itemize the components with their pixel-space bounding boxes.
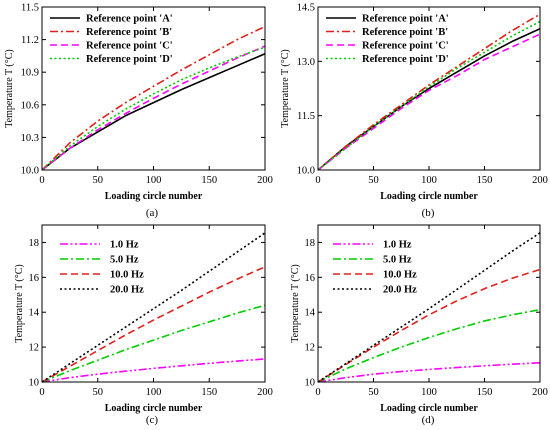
x-axis-title: Loading circle number bbox=[380, 403, 478, 414]
legend-label: Reference point 'B' bbox=[362, 27, 448, 38]
legend-label: Reference point 'A' bbox=[362, 14, 449, 25]
y-tick-label: 11.2 bbox=[21, 35, 39, 46]
legend-label: 1.0 Hz bbox=[110, 240, 139, 251]
series-line-0 bbox=[41, 358, 266, 383]
panel-caption: (b) bbox=[422, 207, 435, 219]
plot-frame bbox=[317, 224, 541, 383]
x-tick-label: 0 bbox=[39, 175, 44, 186]
series-line-1 bbox=[317, 13, 541, 171]
series-line-0 bbox=[41, 52, 266, 171]
legend-label: 1.0 Hz bbox=[383, 240, 412, 251]
legend-label: 5.0 Hz bbox=[383, 255, 412, 266]
plot-frame bbox=[41, 224, 266, 383]
legend-label: 5.0 Hz bbox=[110, 255, 139, 266]
y-tick-label: 10.3 bbox=[21, 133, 39, 144]
x-tick-label: 200 bbox=[532, 175, 548, 186]
legend-label: Reference point 'A' bbox=[86, 14, 173, 25]
y-axis-title: Temperature T (°C) bbox=[290, 264, 301, 342]
legend-label: 10.0 Hz bbox=[110, 270, 144, 281]
panel-caption: (c) bbox=[146, 414, 159, 426]
x-tick-label: 200 bbox=[257, 387, 273, 398]
x-tick-label: 0 bbox=[315, 175, 320, 186]
x-tick-label: 150 bbox=[477, 387, 493, 398]
y-tick-label: 12 bbox=[305, 343, 316, 354]
x-tick-label: 100 bbox=[146, 387, 162, 398]
y-tick-label: 10.9 bbox=[21, 68, 39, 79]
legend: Reference point 'A' Reference point 'B' Re… bbox=[326, 14, 449, 65]
y-tick-label: 14.5 bbox=[297, 3, 315, 14]
series-line-2 bbox=[317, 268, 541, 383]
x-axis-title: Loading circle number bbox=[105, 403, 203, 414]
legend-label: 10.0 Hz bbox=[383, 270, 417, 281]
series-line-3 bbox=[317, 20, 541, 171]
x-axis-title: Loading circle number bbox=[380, 191, 478, 202]
x-tick-label: 50 bbox=[93, 387, 104, 398]
x-tick-label: 50 bbox=[368, 387, 379, 398]
legend-label: Reference point 'D' bbox=[362, 54, 449, 65]
x-tick-label: 0 bbox=[315, 387, 320, 398]
x-tick-label: 200 bbox=[257, 175, 273, 186]
y-tick-label: 14 bbox=[29, 308, 40, 319]
y-tick-label: 10.0 bbox=[297, 166, 315, 177]
y-tick-label: 10.6 bbox=[21, 100, 39, 111]
series-line-3 bbox=[41, 232, 266, 383]
legend-label: Reference point 'B' bbox=[86, 27, 172, 38]
y-tick-label: 10.0 bbox=[21, 166, 39, 177]
x-tick-label: 50 bbox=[93, 175, 104, 186]
y-axis-title: Temperature T (°C) bbox=[14, 264, 25, 342]
x-tick-label: 150 bbox=[477, 175, 493, 186]
legend: 1.0 Hz 5.0 Hz 10.0 Hz 20.0 Hz bbox=[333, 240, 417, 296]
y-tick-label: 11.5 bbox=[297, 111, 315, 122]
legend-label: Reference point 'C' bbox=[86, 41, 173, 52]
y-tick-label: 10 bbox=[305, 378, 316, 389]
y-tick-label: 16 bbox=[29, 273, 40, 284]
x-tick-label: 100 bbox=[421, 387, 437, 398]
x-tick-label: 50 bbox=[368, 175, 379, 186]
y-tick-label: 14 bbox=[305, 308, 316, 319]
legend-label: 20.0 Hz bbox=[383, 285, 417, 296]
x-tick-label: 200 bbox=[532, 387, 548, 398]
y-axis-title: Temperature T (°C) bbox=[280, 49, 291, 127]
y-tick-label: 18 bbox=[29, 238, 40, 249]
y-tick-label: 13.0 bbox=[297, 57, 315, 68]
chart-panel-2: 0 50 100 150 200 10 12 14 16 18 Loading circle num… bbox=[14, 224, 273, 426]
series-line-1 bbox=[41, 304, 266, 383]
y-tick-label: 10 bbox=[29, 378, 40, 389]
panel-caption: (a) bbox=[146, 207, 159, 219]
panel-caption: (d) bbox=[422, 414, 435, 426]
legend: Reference point 'A' Reference point 'B' Re… bbox=[50, 14, 173, 65]
y-tick-label: 12 bbox=[29, 343, 40, 354]
legend: 1.0 Hz 5.0 Hz 10.0 Hz 20.0 Hz bbox=[60, 240, 144, 296]
series-line-2 bbox=[41, 266, 266, 383]
series-line-1 bbox=[317, 308, 541, 383]
y-axis-title: Temperature T (°C) bbox=[4, 49, 15, 127]
x-tick-label: 0 bbox=[39, 387, 44, 398]
x-tick-label: 150 bbox=[201, 175, 217, 186]
x-tick-label: 100 bbox=[421, 175, 437, 186]
chart-panel-0: 0 50 100 150 200 10.0 10.3 10.6 10.9 11.2 11.5 Load… bbox=[4, 3, 273, 220]
legend-label: Reference point 'D' bbox=[86, 54, 173, 65]
x-axis-title: Loading circle number bbox=[105, 191, 203, 202]
series-line-1 bbox=[41, 25, 266, 171]
x-tick-label: 100 bbox=[146, 175, 162, 186]
chart-panel-1: 0 50 100 150 200 10.0 11.5 13.0 14.5 Loading circ… bbox=[280, 3, 548, 220]
legend-label: 20.0 Hz bbox=[110, 285, 144, 296]
series-line-3 bbox=[317, 232, 541, 383]
series-line-2 bbox=[41, 45, 266, 171]
y-tick-label: 18 bbox=[305, 238, 316, 249]
legend-label: Reference point 'C' bbox=[362, 41, 449, 52]
y-tick-label: 16 bbox=[305, 273, 316, 284]
series-line-0 bbox=[317, 28, 541, 171]
series-line-3 bbox=[41, 46, 266, 171]
y-tick-label: 11.5 bbox=[21, 3, 39, 14]
x-tick-label: 150 bbox=[201, 387, 217, 398]
chart-panel-3: 0 50 100 150 200 10 12 14 16 18 Loading circle num… bbox=[290, 224, 548, 426]
